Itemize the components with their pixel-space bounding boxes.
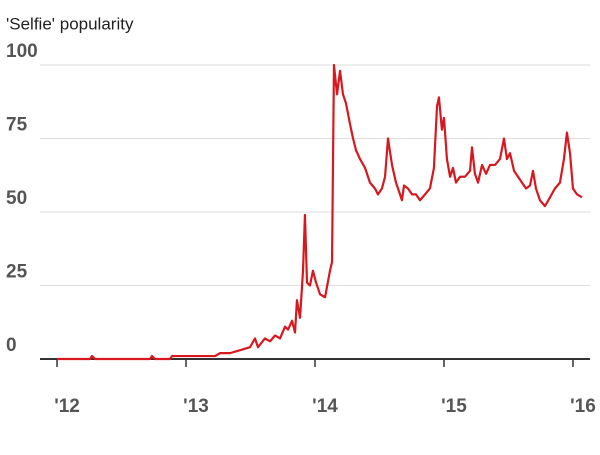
x-tick-label: '16 [570, 396, 596, 417]
line-series [57, 63, 583, 361]
y-tick-label: 25 [6, 262, 28, 283]
y-tick-label: 0 [6, 335, 17, 356]
y-tick-label: 50 [6, 188, 27, 209]
x-tick-label: '14 [312, 396, 338, 417]
y-tick-label: 75 [6, 115, 28, 136]
y-tick-label: 100 [6, 41, 38, 62]
chart-title: 'Selfie' popularity [6, 14, 134, 33]
x-tick-label: '15 [441, 396, 467, 417]
x-tick-label: '13 [183, 396, 209, 417]
x-tick-label: '12 [54, 396, 80, 417]
